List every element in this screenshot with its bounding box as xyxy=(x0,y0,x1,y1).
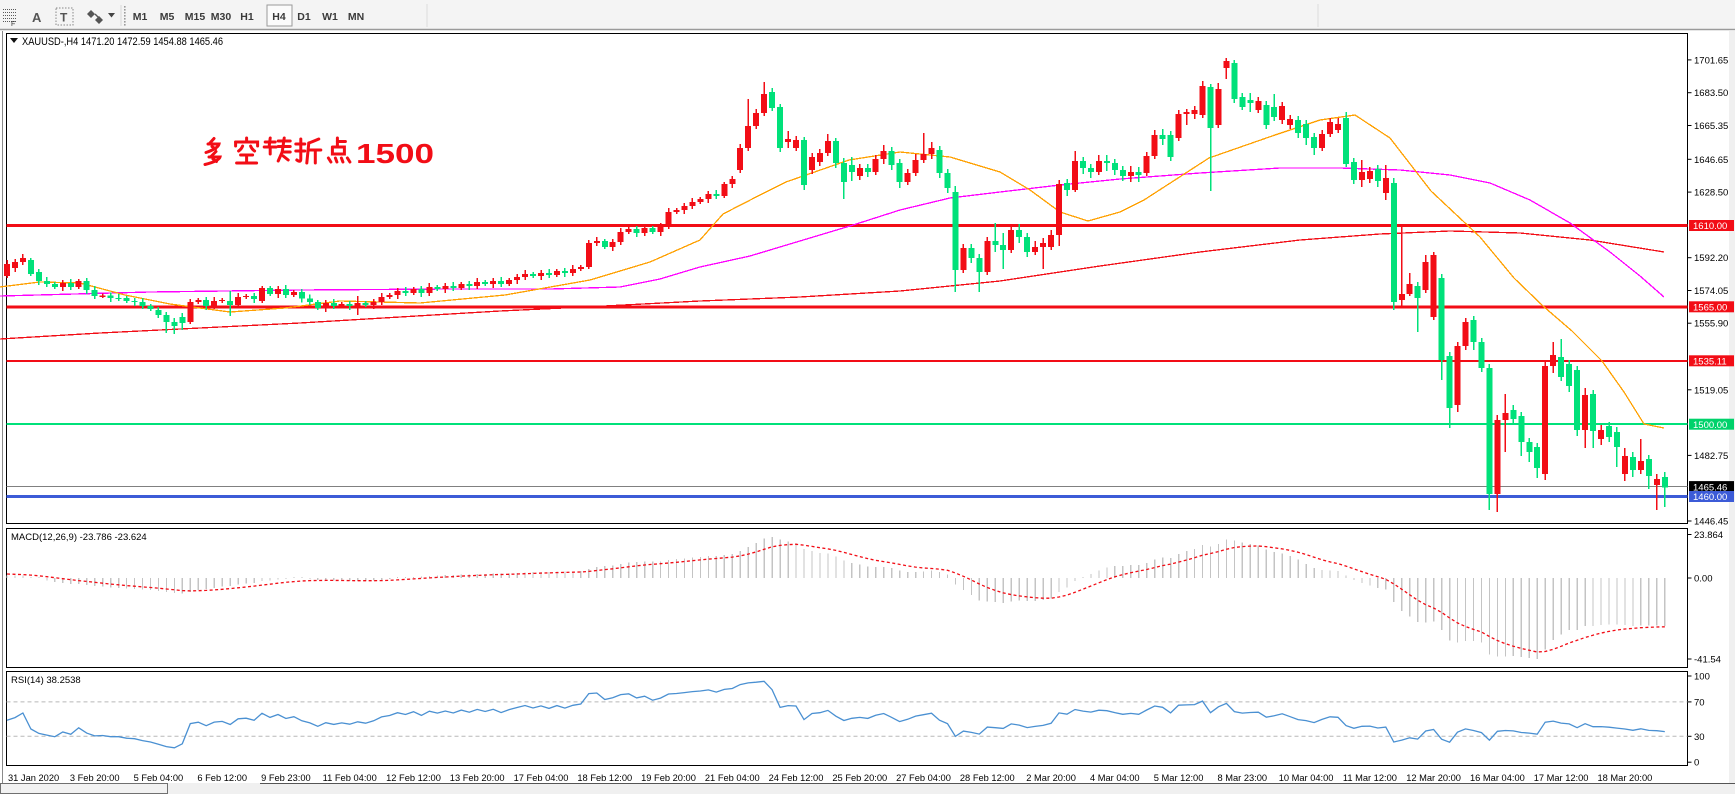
svg-text:4 Mar 04:00: 4 Mar 04:00 xyxy=(1090,773,1140,783)
svg-text:0: 0 xyxy=(1694,758,1699,769)
svg-text:1565.00: 1565.00 xyxy=(1693,303,1727,314)
svg-text:RSI(14) 38.2538: RSI(14) 38.2538 xyxy=(11,675,81,686)
svg-text:1592.20: 1592.20 xyxy=(1694,253,1728,264)
svg-text:13 Feb 20:00: 13 Feb 20:00 xyxy=(450,773,505,783)
svg-text:H1: H1 xyxy=(240,11,254,23)
svg-text:5 Feb 04:00: 5 Feb 04:00 xyxy=(134,773,184,783)
svg-text:9 Feb 23:00: 9 Feb 23:00 xyxy=(261,773,311,783)
svg-text:5 Mar 12:00: 5 Mar 12:00 xyxy=(1154,773,1204,783)
svg-text:12 Mar 20:00: 12 Mar 20:00 xyxy=(1406,773,1461,783)
svg-text:W1: W1 xyxy=(322,11,338,23)
svg-text:1628.50: 1628.50 xyxy=(1694,188,1728,199)
svg-text:A: A xyxy=(32,10,42,25)
svg-text:1446.45: 1446.45 xyxy=(1694,517,1728,528)
svg-text:23.864: 23.864 xyxy=(1694,530,1723,541)
svg-text:M1: M1 xyxy=(133,11,148,23)
svg-text:19 Feb 20:00: 19 Feb 20:00 xyxy=(641,773,696,783)
svg-text:70: 70 xyxy=(1694,697,1705,708)
svg-text:1701.65: 1701.65 xyxy=(1694,55,1728,66)
svg-text:30: 30 xyxy=(1694,732,1705,743)
svg-text:10 Mar 04:00: 10 Mar 04:00 xyxy=(1279,773,1334,783)
svg-text:18 Mar 20:00: 18 Mar 20:00 xyxy=(1598,773,1653,783)
svg-text:18 Feb 12:00: 18 Feb 12:00 xyxy=(577,773,632,783)
svg-text:M5: M5 xyxy=(160,11,175,23)
svg-text:1574.05: 1574.05 xyxy=(1694,286,1728,297)
svg-text:MACD(12,26,9) -23.786 -23.624: MACD(12,26,9) -23.786 -23.624 xyxy=(11,532,147,543)
svg-text:D1: D1 xyxy=(297,11,311,23)
svg-text:1646.65: 1646.65 xyxy=(1694,155,1728,166)
svg-text:1683.50: 1683.50 xyxy=(1694,88,1728,99)
svg-text:12 Feb 12:00: 12 Feb 12:00 xyxy=(386,773,441,783)
svg-text:21 Feb 04:00: 21 Feb 04:00 xyxy=(705,773,760,783)
svg-text:1665.35: 1665.35 xyxy=(1694,121,1728,132)
svg-text:M30: M30 xyxy=(211,11,232,23)
svg-text:17 Feb 04:00: 17 Feb 04:00 xyxy=(514,773,569,783)
svg-text:3 Feb 20:00: 3 Feb 20:00 xyxy=(70,773,120,783)
svg-text:MN: MN xyxy=(348,11,364,23)
svg-text:1482.75: 1482.75 xyxy=(1694,451,1728,462)
svg-text:11 Mar 12:00: 11 Mar 12:00 xyxy=(1343,773,1397,783)
svg-text:6 Feb 12:00: 6 Feb 12:00 xyxy=(197,773,247,783)
svg-text:0.00: 0.00 xyxy=(1694,574,1713,585)
svg-text:XAUUSD-,H4 1471.20 1472.59 14: XAUUSD-,H4 1471.20 1472.59 1454.88 1465.… xyxy=(22,36,223,48)
svg-text:24 Feb 12:00: 24 Feb 12:00 xyxy=(769,773,824,783)
svg-text:1465.46: 1465.46 xyxy=(1693,482,1727,493)
svg-text:31 Jan 2020: 31 Jan 2020 xyxy=(8,773,59,783)
svg-text:1555.90: 1555.90 xyxy=(1694,319,1728,330)
svg-text:1500: 1500 xyxy=(356,138,434,169)
svg-text:1460.00: 1460.00 xyxy=(1693,492,1727,503)
svg-text:2 Mar 20:00: 2 Mar 20:00 xyxy=(1026,773,1076,783)
svg-text:1535.11: 1535.11 xyxy=(1693,357,1727,368)
svg-text:H4: H4 xyxy=(272,11,286,23)
svg-text:M15: M15 xyxy=(185,11,206,23)
svg-text:11 Feb 04:00: 11 Feb 04:00 xyxy=(323,773,377,783)
svg-text:100: 100 xyxy=(1694,672,1710,683)
svg-text:F: F xyxy=(11,21,15,28)
svg-text:T: T xyxy=(60,11,68,25)
svg-text:25 Feb 20:00: 25 Feb 20:00 xyxy=(832,773,887,783)
svg-text:27 Feb 04:00: 27 Feb 04:00 xyxy=(896,773,951,783)
svg-text:1519.05: 1519.05 xyxy=(1694,385,1728,396)
svg-text:1500.00: 1500.00 xyxy=(1693,420,1727,431)
svg-text:8 Mar 23:00: 8 Mar 23:00 xyxy=(1217,773,1267,783)
svg-text:-41.54: -41.54 xyxy=(1694,655,1721,666)
svg-text:1610.00: 1610.00 xyxy=(1693,221,1727,232)
svg-text:17 Mar 12:00: 17 Mar 12:00 xyxy=(1534,773,1589,783)
svg-text:28 Feb 12:00: 28 Feb 12:00 xyxy=(960,773,1015,783)
svg-text:16 Mar 04:00: 16 Mar 04:00 xyxy=(1470,773,1525,783)
